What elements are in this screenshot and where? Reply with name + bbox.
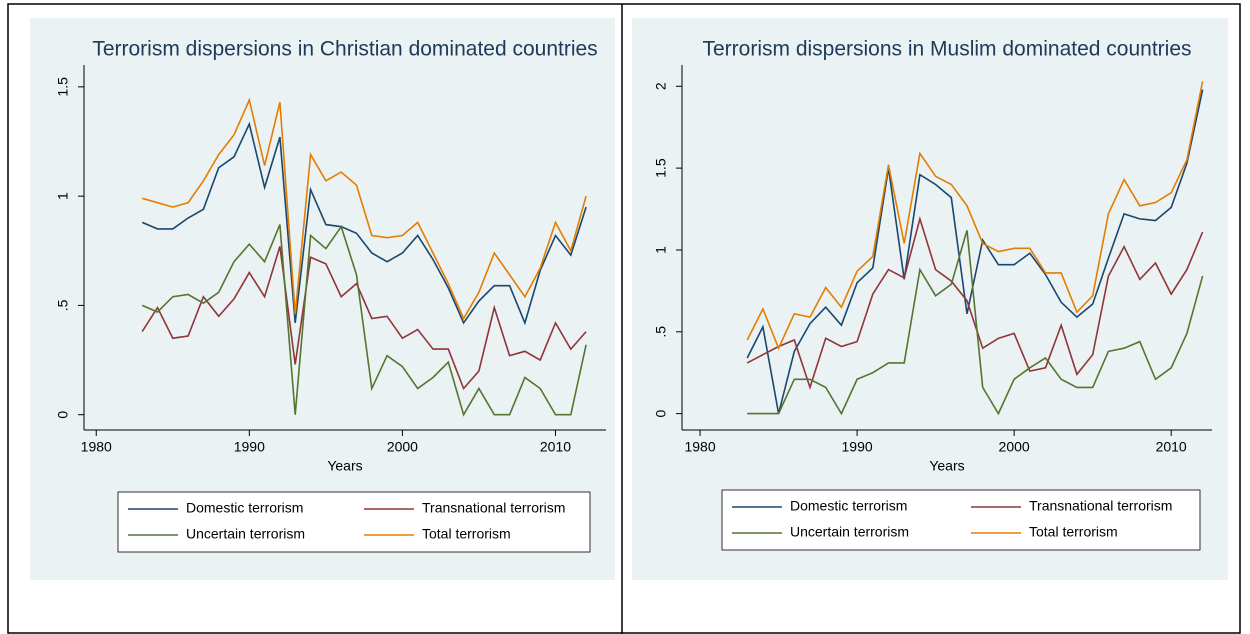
x-tick-label: 1980 <box>684 439 715 455</box>
legend <box>117 491 591 553</box>
legend-label: Total terrorism <box>1029 524 1118 540</box>
x-tick-label: 2000 <box>387 439 418 455</box>
y-tick-label: 0 <box>653 410 669 418</box>
series-line <box>141 246 587 391</box>
legend-label: Total terrorism <box>422 526 511 542</box>
legend <box>721 489 1201 551</box>
y-tick-label: .5 <box>653 326 669 338</box>
legend-label: Domestic terrorism <box>186 500 303 516</box>
legend-label: Uncertain terrorism <box>790 524 909 540</box>
x-tick-label: 2010 <box>1156 439 1187 455</box>
x-tick-label: 1990 <box>234 439 265 455</box>
y-tick-label: 0 <box>55 411 71 419</box>
x-tick-label: 2010 <box>540 439 571 455</box>
y-tick-label: 1 <box>55 192 71 200</box>
legend-label: Transnational terrorism <box>422 500 565 516</box>
series-line <box>141 121 587 326</box>
series-line <box>141 224 587 417</box>
legend-label: Uncertain terrorism <box>186 526 305 542</box>
series-line <box>747 230 1204 416</box>
series-line <box>141 97 587 321</box>
series-line <box>746 81 1204 351</box>
y-tick-label: .5 <box>55 299 71 311</box>
y-tick-label: 1.5 <box>55 77 71 97</box>
series-line <box>746 216 1204 390</box>
table-border <box>7 3 1241 634</box>
x-tick-label: 1980 <box>81 439 112 455</box>
chart-title: Terrorism dispersions in Muslim dominate… <box>702 38 1191 61</box>
y-tick-label: 1 <box>653 246 669 254</box>
y-tick-label: 2 <box>653 82 669 90</box>
legend-label: Transnational terrorism <box>1029 498 1172 514</box>
chart-panel <box>30 18 615 580</box>
x-axis-label: Years <box>929 458 964 474</box>
x-tick-label: 1990 <box>842 439 873 455</box>
x-tick-label: 2000 <box>999 439 1030 455</box>
chart-panel <box>632 18 1228 580</box>
x-axis-label: Years <box>327 458 362 474</box>
series-line <box>746 89 1204 414</box>
legend-label: Domestic terrorism <box>790 498 907 514</box>
chart-title: Terrorism dispersions in Christian domin… <box>92 38 597 61</box>
y-tick-label: 1.5 <box>653 158 669 178</box>
